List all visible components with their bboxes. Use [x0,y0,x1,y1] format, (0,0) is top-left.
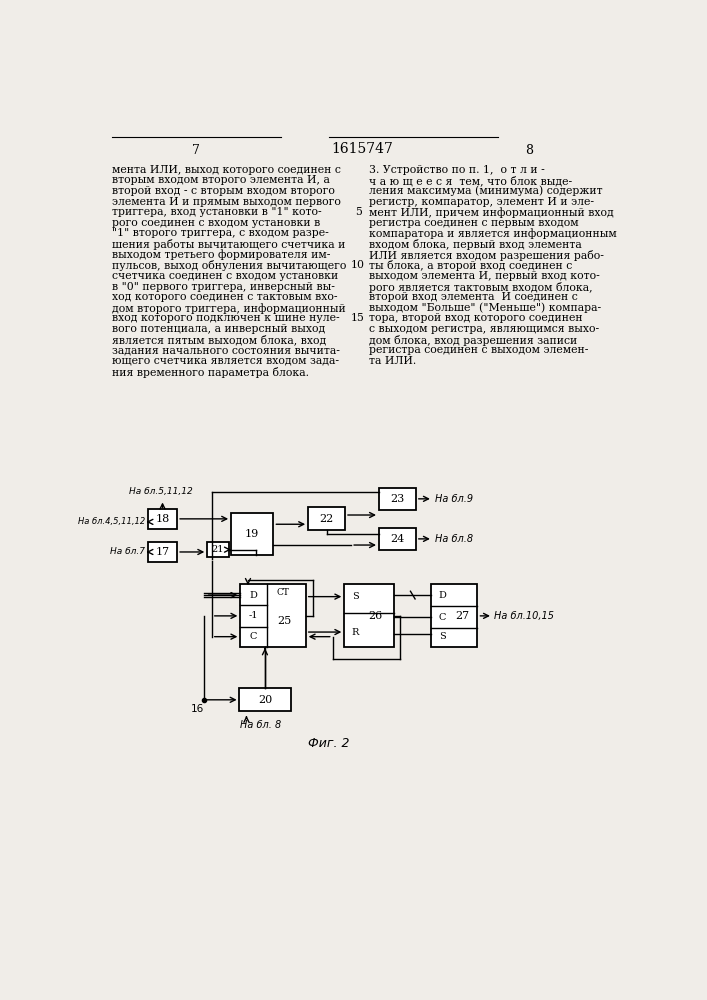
Text: ход которого соединен с тактовым вхо-: ход которого соединен с тактовым вхо- [112,292,337,302]
Text: CT: CT [276,588,289,597]
Bar [344,584,395,647]
Text: На бл.5,11,12: На бл.5,11,12 [129,487,193,496]
Text: выходом третьего формирователя им-: выходом третьего формирователя им- [112,250,330,260]
Text: 23: 23 [390,494,404,504]
Text: 22: 22 [320,514,334,524]
Text: ления максимума (минимума) содержит: ления максимума (минимума) содержит [369,186,602,196]
Text: второй вход элемента  И соединен с: второй вход элемента И соединен с [369,292,578,302]
Text: та ИЛИ.: та ИЛИ. [369,356,416,366]
Text: мента ИЛИ, выход которого соединен с: мента ИЛИ, выход которого соединен с [112,165,341,175]
Text: 16: 16 [191,704,204,714]
Text: вторым входом второго элемента И, а: вторым входом второго элемента И, а [112,175,329,185]
Text: 19: 19 [245,529,259,539]
Text: 24: 24 [390,534,404,544]
Text: 15: 15 [351,313,365,323]
Text: -1: -1 [249,611,258,620]
Text: На бл.7: На бл.7 [110,547,145,556]
Bar [231,513,274,555]
Text: тора, второй вход которого соединен: тора, второй вход которого соединен [369,313,583,323]
Text: Фиг. 2: Фиг. 2 [308,737,349,750]
Text: шения работы вычитающего счетчика и: шения работы вычитающего счетчика и [112,239,345,250]
Text: пульсов, выход обнуления вычитающего: пульсов, выход обнуления вычитающего [112,260,346,271]
Text: рого соединен с входом установки в: рого соединен с входом установки в [112,218,320,228]
Text: второй вход - с вторым входом второго: второй вход - с вторым входом второго [112,186,334,196]
Text: элемента И и прямым выходом первого: элемента И и прямым выходом первого [112,197,341,207]
Text: входом блока, первый вход элемента: входом блока, первый вход элемента [369,239,582,250]
Text: На бл.8: На бл.8 [435,534,473,544]
Text: 21: 21 [211,545,224,554]
Text: 20: 20 [258,695,272,705]
Text: 3. Устройство по п. 1,  о т л и -: 3. Устройство по п. 1, о т л и - [369,165,544,175]
Text: ч а ю щ е е с я  тем, что блок выде-: ч а ю щ е е с я тем, что блок выде- [369,175,572,186]
Text: мент ИЛИ, причем информационный вход: мент ИЛИ, причем информационный вход [369,207,614,218]
Text: 17: 17 [156,547,170,557]
Bar [308,507,345,530]
Bar [240,584,305,647]
Text: задания начального состояния вычита-: задания начального состояния вычита- [112,345,339,355]
Text: регистра соединен с первым входом: регистра соединен с первым входом [369,218,578,228]
Text: с выходом регистра, являющимся выхо-: с выходом регистра, являющимся выхо- [369,324,599,334]
Bar [207,542,229,557]
Text: 27: 27 [455,611,469,621]
Text: S: S [438,632,445,641]
Text: выходом "Больше" ("Меньше") компара-: выходом "Больше" ("Меньше") компара- [369,303,601,313]
Text: D: D [250,591,257,600]
Bar [431,584,477,647]
Text: регистра соединен с выходом элемен-: регистра соединен с выходом элемен- [369,345,588,355]
Bar [379,488,416,510]
Bar [379,528,416,550]
Bar [148,509,177,529]
Text: 7: 7 [192,144,200,157]
Text: дом второго триггера, информационный: дом второго триггера, информационный [112,303,346,314]
Text: C: C [438,613,445,622]
Text: "1" второго триггера, с входом разре-: "1" второго триггера, с входом разре- [112,228,329,238]
Text: 18: 18 [156,514,170,524]
Text: регистр, компаратор, элемент И и эле-: регистр, компаратор, элемент И и эле- [369,197,594,207]
Text: D: D [438,591,446,600]
Text: ющего счетчика является входом зада-: ющего счетчика является входом зада- [112,356,339,366]
Text: вход которого подключен к шине нуле-: вход которого подключен к шине нуле- [112,313,339,323]
Bar [148,542,177,562]
Text: 5: 5 [355,207,361,217]
Text: R: R [351,628,358,637]
Text: 26: 26 [368,611,382,621]
Text: S: S [351,592,358,601]
Text: На бл.4,5,11,12: На бл.4,5,11,12 [78,517,145,526]
Text: На бл.10,15: На бл.10,15 [494,611,554,621]
Text: ния временного параметра блока.: ния временного параметра блока. [112,367,309,378]
Text: выходом элемента И, первый вход кото-: выходом элемента И, первый вход кото- [369,271,600,281]
Text: триггера, вход установки в "1" кото-: триггера, вход установки в "1" кото- [112,207,321,217]
Text: C: C [250,632,257,641]
Text: 1615747: 1615747 [331,142,393,156]
Text: компаратора и является информационным: компаратора и является информационным [369,228,617,239]
Text: На бл. 8: На бл. 8 [240,720,281,730]
Text: 25: 25 [277,615,291,626]
Text: в "0" первого триггера, инверсный вы-: в "0" первого триггера, инверсный вы- [112,282,334,292]
Text: 10: 10 [351,260,365,270]
Text: дом блока, вход разрешения записи: дом блока, вход разрешения записи [369,335,577,346]
Text: рого является тактовым входом блока,: рого является тактовым входом блока, [369,282,592,293]
Bar [239,688,291,711]
Text: ты блока, а второй вход соединен с: ты блока, а второй вход соединен с [369,260,572,271]
Text: является пятым выходом блока, вход: является пятым выходом блока, вход [112,335,326,345]
Text: вого потенциала, а инверсный выход: вого потенциала, а инверсный выход [112,324,325,334]
Text: ИЛИ является входом разрешения рабо-: ИЛИ является входом разрешения рабо- [369,250,604,261]
Text: На бл.9: На бл.9 [435,494,473,504]
Text: счетчика соединен с входом установки: счетчика соединен с входом установки [112,271,338,281]
Text: 8: 8 [525,144,533,157]
